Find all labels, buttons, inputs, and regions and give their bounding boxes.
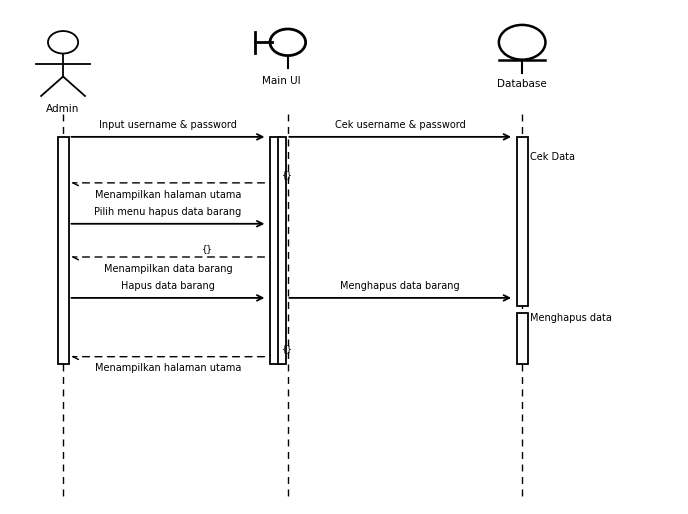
Text: Admin: Admin [46, 104, 80, 114]
Text: Pilih menu hapus data barang: Pilih menu hapus data barang [94, 207, 241, 217]
Text: Input username & password: Input username & password [99, 120, 237, 130]
Text: {}: {} [202, 245, 213, 253]
Bar [58, 137, 69, 364]
Text: Cek Data: Cek Data [530, 152, 575, 162]
Text: Menghapus data: Menghapus data [530, 314, 612, 323]
Text: {}: {} [283, 344, 293, 353]
Bar [517, 313, 528, 364]
Text: Menghapus data barang: Menghapus data barang [341, 281, 460, 291]
Text: Menampilkan halaman utama: Menampilkan halaman utama [95, 363, 241, 373]
Bar [278, 137, 286, 364]
Text: Database: Database [497, 79, 547, 89]
Text: {}: {} [283, 170, 293, 179]
Text: Cek username & password: Cek username & password [335, 120, 466, 130]
Text: Hapus data barang: Hapus data barang [121, 281, 215, 291]
Text: Menampilkan data barang: Menampilkan data barang [104, 264, 233, 273]
Text: Main UI: Main UI [261, 76, 300, 85]
Bar [517, 137, 528, 305]
Text: Menampilkan halaman utama: Menampilkan halaman utama [95, 190, 241, 199]
Bar [270, 137, 279, 364]
